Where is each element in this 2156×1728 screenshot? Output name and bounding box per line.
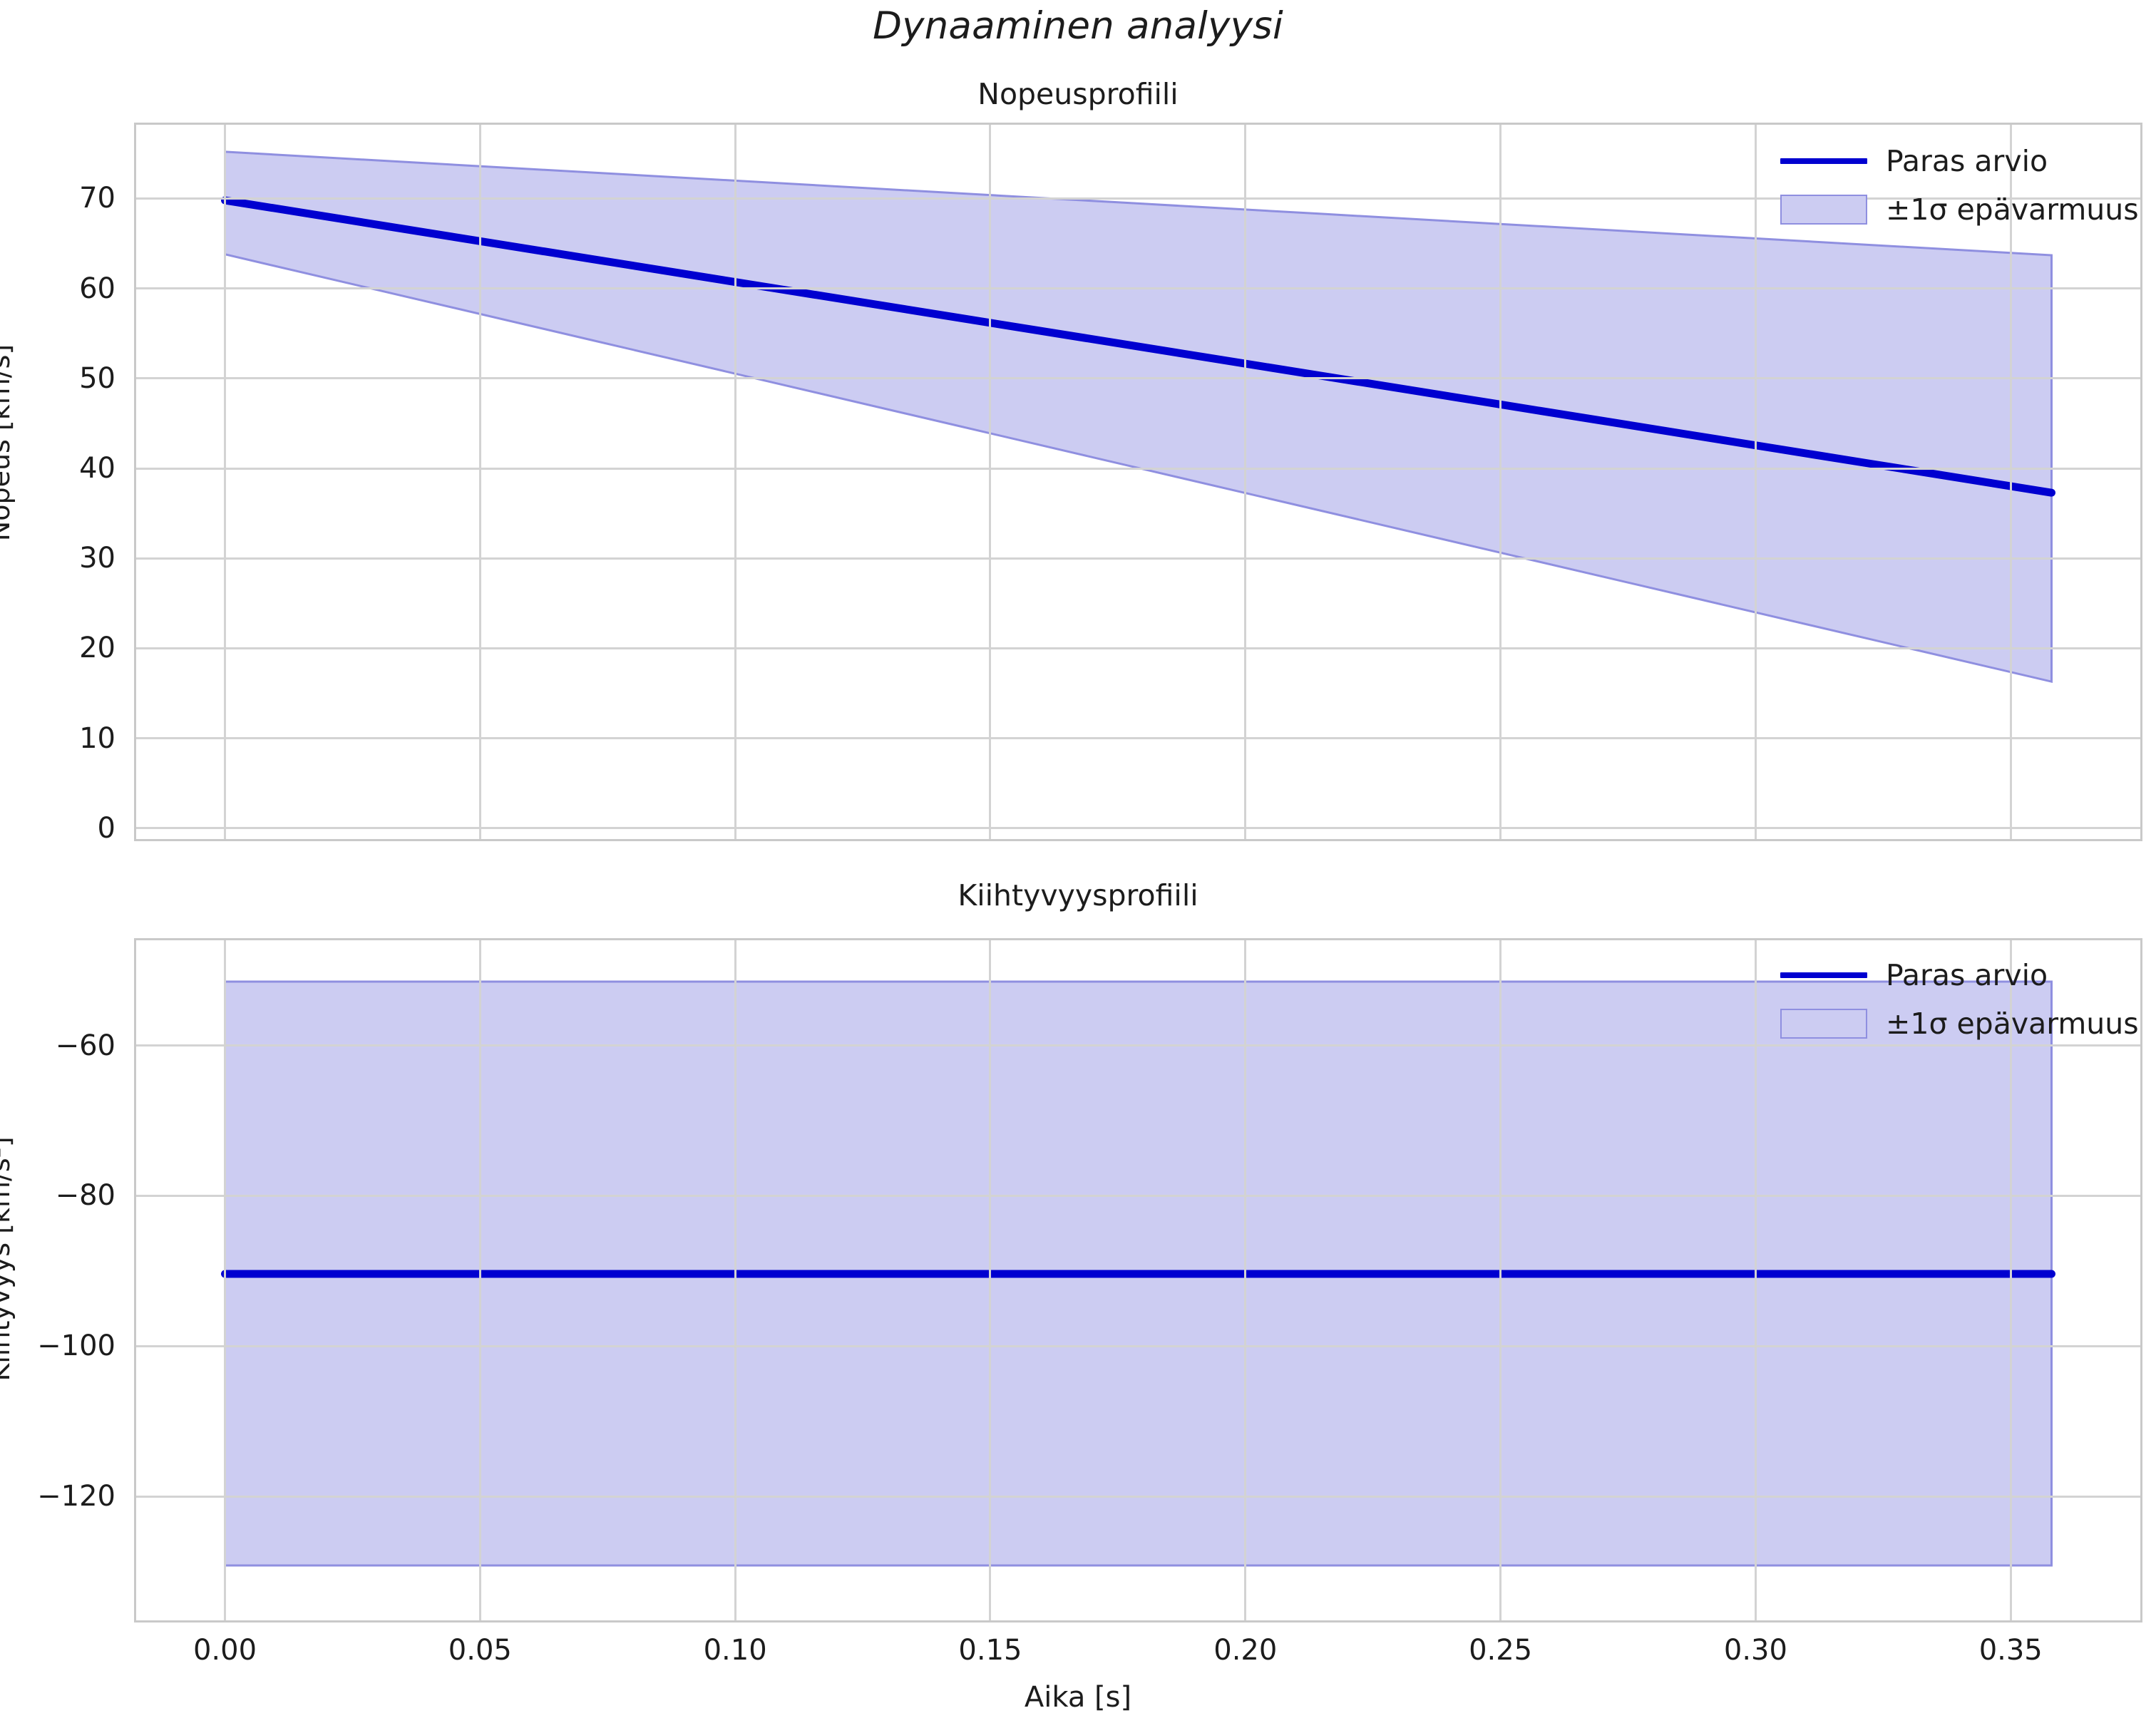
gridline-horizontal (136, 647, 2140, 649)
acceleration-y-tick-label: −60 (55, 1029, 115, 1062)
top-panel-title: Nopeusprofiili (977, 77, 1179, 111)
legend-entry-best-estimate: Paras arvio (1780, 143, 2139, 180)
gridline-horizontal (136, 197, 2140, 200)
legend-label-best-estimate-2: Paras arvio (1886, 957, 2048, 992)
gridline-vertical (1244, 940, 1247, 1620)
gridline-horizontal (136, 1495, 2140, 1498)
best-estimate-line (221, 196, 2055, 497)
gridline-vertical (478, 125, 481, 839)
x-tick-label: 0.20 (1213, 1634, 1278, 1667)
gridline-horizontal (136, 467, 2140, 470)
gridline-vertical (1499, 125, 1502, 839)
gridline-horizontal (136, 1344, 2140, 1347)
velocity-y-tick-label: 50 (79, 361, 115, 395)
legend-entry-uncertainty-2: ±1σ epävarmuus (1780, 1005, 2139, 1042)
x-tick-label: 0.25 (1469, 1634, 1533, 1667)
legend-band-swatch (1780, 1009, 1867, 1039)
velocity-y-tick-label: 20 (79, 632, 115, 665)
gridline-vertical (2009, 940, 2012, 1620)
x-tick-label: 0.30 (1723, 1634, 1787, 1667)
x-tick-label: 0.10 (703, 1634, 767, 1667)
velocity-y-tick-label: 60 (79, 272, 115, 305)
velocity-y-tick-label: 30 (79, 542, 115, 575)
gridline-horizontal (136, 557, 2140, 560)
legend-label-uncertainty-2: ±1σ epävarmuus (1886, 1006, 2139, 1041)
x-tick-label: 0.15 (958, 1634, 1022, 1667)
gridline-horizontal (136, 1194, 2140, 1197)
velocity-series-svg (221, 150, 2055, 684)
gridline-vertical (989, 125, 992, 839)
gridline-vertical (1754, 940, 1757, 1620)
acceleration-y-tick-label: −100 (37, 1330, 115, 1363)
velocity-y-tick-label: 10 (79, 721, 115, 755)
acceleration-plot-axes (134, 938, 2142, 1622)
acceleration-series-svg (221, 980, 2055, 1567)
gridline-horizontal (136, 1044, 2140, 1047)
gridline-vertical (734, 940, 736, 1620)
gridline-vertical (1499, 940, 1502, 1620)
legend-line-swatch (1780, 972, 1867, 978)
velocity-plot-axes (134, 123, 2142, 841)
figure-suptitle: Dynaaminen analyysi (873, 4, 1283, 48)
legend-entry-uncertainty: ±1σ epävarmuus (1780, 191, 2139, 228)
gridline-vertical (989, 940, 992, 1620)
legend-line-swatch (1780, 158, 1867, 164)
legend-label-best-estimate: Paras arvio (1886, 143, 2048, 178)
acceleration-y-tick-label: −80 (55, 1179, 115, 1213)
velocity-y-tick-label: 70 (79, 182, 115, 215)
legend-label-uncertainty: ±1σ epävarmuus (1886, 192, 2139, 227)
acceleration-legend: Paras arvio ±1σ epävarmuus (1780, 957, 2139, 1042)
gridline-vertical (478, 940, 481, 1620)
gridline-horizontal (136, 827, 2140, 830)
gridline-horizontal (136, 737, 2140, 740)
gridline-vertical (1244, 125, 1247, 839)
legend-entry-best-estimate-2: Paras arvio (1780, 957, 2139, 994)
uncertainty-band (224, 150, 2053, 684)
gridline-vertical (1754, 125, 1757, 839)
legend-band-swatch (1780, 195, 1867, 225)
velocity-legend: Paras arvio ±1σ epävarmuus (1780, 143, 2139, 228)
gridline-vertical (224, 125, 227, 839)
velocity-y-tick-label: 40 (79, 452, 115, 485)
gridline-vertical (734, 125, 736, 839)
x-tick-label: 0.05 (448, 1634, 512, 1667)
gridline-horizontal (136, 287, 2140, 290)
bottom-panel-title: Kiihtyvyysprofiili (958, 878, 1198, 912)
x-axis-label: Aika [s] (1024, 1681, 1132, 1714)
gridline-horizontal (136, 377, 2140, 380)
x-tick-label: 0.35 (1978, 1634, 2043, 1667)
x-tick-label: 0.00 (192, 1634, 257, 1667)
acceleration-y-tick-label: −120 (37, 1480, 115, 1513)
gridline-vertical (2009, 125, 2012, 839)
velocity-y-tick-label: 0 (97, 811, 115, 845)
gridline-vertical (224, 940, 227, 1620)
